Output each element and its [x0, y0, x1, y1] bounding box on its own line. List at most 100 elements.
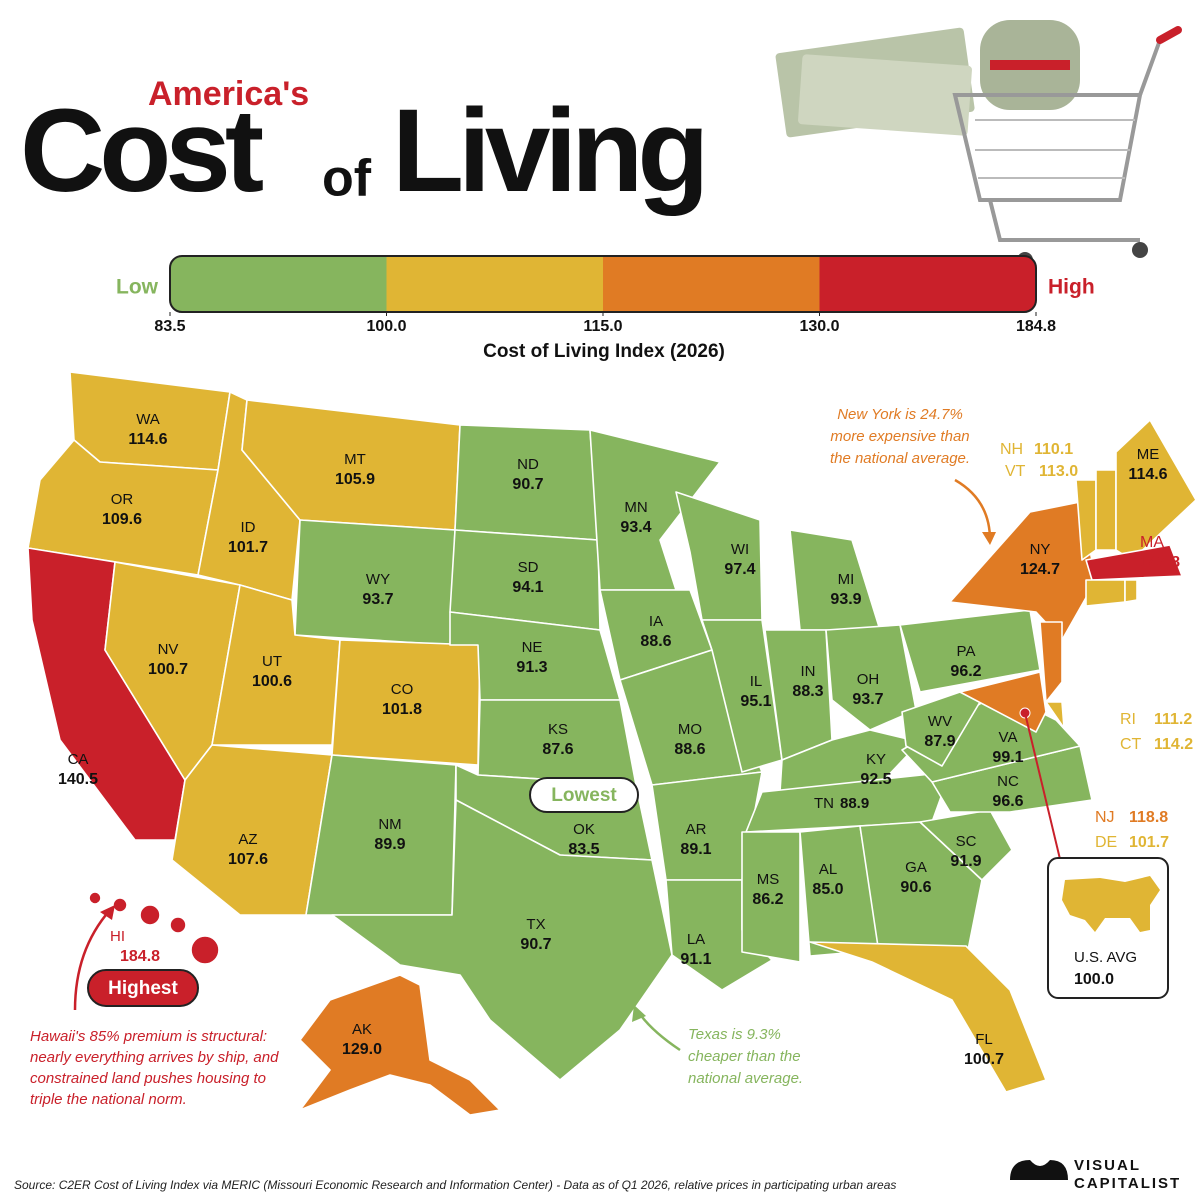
- state-abbr: SC: [956, 833, 977, 850]
- us-avg-value: 100.0: [1074, 971, 1114, 988]
- state-abbr: NV: [158, 641, 179, 658]
- state-value: 94.1: [512, 579, 543, 596]
- state-value: 88.6: [640, 633, 671, 650]
- state-abbr: VA: [999, 729, 1018, 746]
- state-abbr: CA: [68, 751, 89, 768]
- state-abbr: SD: [518, 559, 539, 576]
- state-labels: WA 114.6 OR 109.6 CA 140.5 NV 100.7 ID 101.7 MT 105…: [58, 411, 1193, 1068]
- state-abbr: MO: [678, 721, 702, 738]
- state-shape: [1045, 701, 1065, 729]
- state-abbr: WV: [928, 713, 952, 730]
- note-line: the national average.: [830, 450, 970, 467]
- state-shape: [919, 809, 1013, 881]
- state-value: 88.6: [674, 741, 705, 758]
- state-abbr: NE: [522, 639, 543, 656]
- us-avg-label: U.S. AVG: [1074, 949, 1137, 966]
- state-value: 87.6: [542, 741, 573, 758]
- state-abbr: WY: [366, 571, 390, 588]
- us-average-box: U.S. AVG 100.0: [1047, 857, 1169, 999]
- state-abbr: OH: [857, 671, 880, 688]
- state-value: 93.9: [830, 591, 861, 608]
- state-value: 96.2: [950, 663, 981, 680]
- legend-break-label: 115.0: [583, 318, 622, 335]
- state-shape: [701, 619, 783, 773]
- state-value: 88.3: [792, 683, 823, 700]
- state-abbr: AR: [686, 821, 707, 838]
- state-abbr: NM: [378, 816, 401, 833]
- state-shape: [112, 897, 128, 913]
- state-abbr: AL: [819, 861, 837, 878]
- state-value: 147.8: [1140, 554, 1180, 571]
- state-abbr: LA: [687, 931, 705, 948]
- state-abbr: VT: [1005, 463, 1026, 480]
- lowest-label: Lowest: [551, 785, 617, 806]
- state-abbr: AK: [352, 1021, 372, 1038]
- state-shape: [901, 691, 981, 767]
- state-value: 91.3: [516, 659, 547, 676]
- brand: VISUAL CAPITALIST: [1010, 1157, 1179, 1192]
- state-abbr: IA: [649, 613, 663, 630]
- state-shape: [1085, 579, 1126, 607]
- annotations: Lowest Highest New York is 24.7% more exp…: [30, 406, 996, 1108]
- state-abbr: KY: [866, 751, 886, 768]
- hi-arrowhead: [100, 905, 115, 920]
- state-shape: [1039, 621, 1063, 703]
- note-line: constrained land pushes housing to: [30, 1070, 266, 1087]
- state-value: 91.1: [680, 951, 711, 968]
- hi-arrow: [73, 909, 111, 1011]
- state-value: 96.6: [992, 793, 1023, 810]
- state-abbr: PA: [957, 643, 976, 660]
- state-abbr: MT: [344, 451, 366, 468]
- state-abbr: IN: [801, 663, 816, 680]
- state-value: 88.9: [840, 795, 869, 812]
- state-abbr: NH: [1000, 441, 1023, 458]
- state-abbr: NC: [997, 773, 1019, 790]
- state-value: 93.7: [852, 691, 883, 708]
- lowest-badge: [529, 777, 639, 813]
- legend-high: High: [1048, 276, 1095, 299]
- state-value: 109.6: [102, 511, 142, 528]
- title-cost: Cost: [20, 85, 263, 217]
- state-value: 184.8: [120, 948, 160, 965]
- state-value: 118.8: [1129, 809, 1168, 826]
- legend-segment: [603, 256, 820, 312]
- state-value: 100.7: [964, 1051, 1004, 1068]
- state-shape: [899, 609, 1041, 693]
- note-line: triple the national norm.: [30, 1091, 187, 1108]
- state-value: 100.7: [148, 661, 188, 678]
- note-line: national average.: [688, 1070, 803, 1087]
- state-abbr: MN: [624, 499, 647, 516]
- state-value: 114.2: [1154, 736, 1193, 753]
- state-value: 85.0: [812, 881, 843, 898]
- state-shape: [1085, 544, 1183, 581]
- state-abbr: ND: [517, 456, 539, 473]
- state-value: 90.7: [520, 936, 551, 953]
- state-value: 83.5: [568, 841, 599, 858]
- note-line: Texas is 9.3%: [688, 1026, 781, 1043]
- state-abbr: CT: [1120, 736, 1142, 753]
- state-value: 92.5: [860, 771, 891, 788]
- legend-break-label: 83.5: [154, 318, 185, 335]
- legend: Low High Cost of Living Index (2026) 83.…: [116, 255, 1095, 362]
- state-value: 90.6: [900, 879, 931, 896]
- state-abbr: ME: [1137, 446, 1160, 463]
- state-abbr: OK: [573, 821, 595, 838]
- note-line: more expensive than: [830, 428, 969, 445]
- state-value: 90.7: [512, 476, 543, 493]
- legend-segment: [170, 256, 387, 312]
- note-line: New York is 24.7%: [837, 406, 963, 423]
- state-value: 89.1: [680, 841, 711, 858]
- state-value: 99.1: [992, 749, 1023, 766]
- state-abbr: DE: [1095, 834, 1117, 851]
- state-abbr: MI: [838, 571, 855, 588]
- title-of: of: [322, 150, 372, 208]
- state-value: 100.6: [252, 673, 292, 690]
- note-line: cheaper than the: [688, 1048, 801, 1065]
- leader-line: [1024, 712, 1066, 881]
- state-value: 114.6: [128, 431, 167, 448]
- legend-low: Low: [116, 276, 159, 299]
- state-abbr: CO: [391, 681, 414, 698]
- map: [27, 371, 1197, 1116]
- brand-logo: [1010, 1160, 1068, 1180]
